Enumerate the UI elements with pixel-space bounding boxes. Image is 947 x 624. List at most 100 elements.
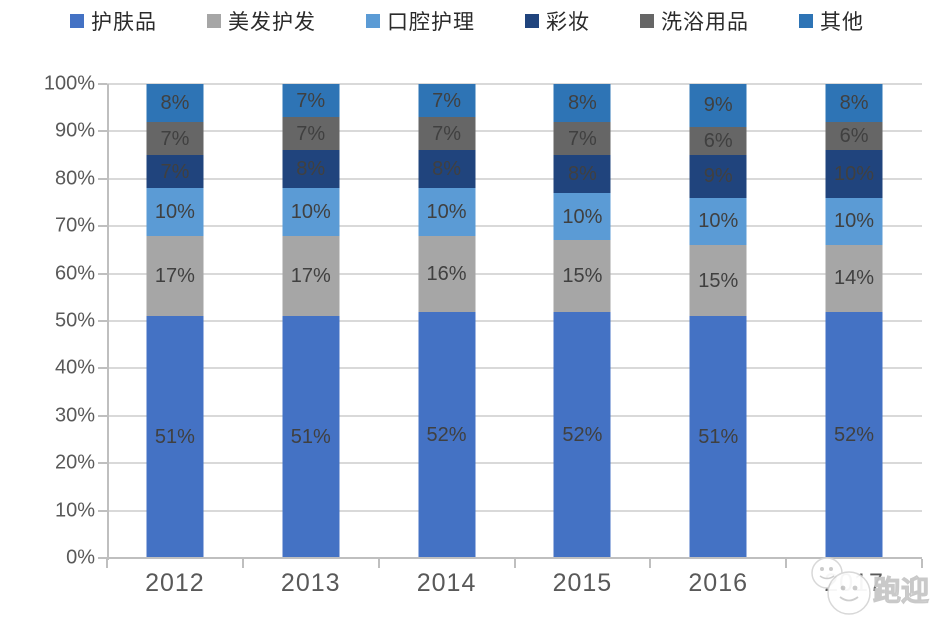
legend-label: 美发护发 [228,11,316,34]
legend-item: 护肤品 [70,6,157,36]
bar-segment: 17% [282,235,340,317]
y-tick-label: 40% [54,356,95,379]
bar-segment: 7% [146,155,204,189]
value-label: 10% [426,200,467,223]
value-label: 14% [834,267,875,290]
value-label: 51% [154,426,195,449]
y-tick-label: 70% [54,214,95,237]
legend-item: 其他 [799,6,864,36]
bar-segment: 8% [825,84,883,122]
value-label: 9% [703,94,733,117]
x-axis-label: 2015 [552,569,613,597]
value-label: 8% [839,91,869,114]
y-axis-tick [98,83,107,85]
category-column: 51% 17% 10% 7% 7% 8% [107,84,243,558]
bar-segment: 7% [418,117,476,151]
bar-segment: 52% [553,311,611,558]
value-label: 6% [703,129,733,152]
category-column: 52% 16% 10% 8% 7% 7% [379,84,515,558]
value-label: 8% [296,158,326,181]
bar-segment: 7% [282,84,340,118]
value-label: 7% [296,89,326,112]
y-tick-label: 50% [54,309,95,332]
x-axis-label: 2014 [416,569,477,597]
y-tick-label: 10% [54,499,95,522]
value-label: 7% [296,122,326,145]
bar-segment: 51% [689,316,747,558]
bar-segment: 9% [689,155,747,198]
category-column: 51% 15% 10% 9% 6% 9% [650,84,786,558]
bar-segment: 8% [553,84,611,122]
bar-segment: 7% [418,84,476,118]
value-label: 7% [432,122,462,145]
legend-swatch-icon [640,14,654,28]
gridline [107,177,922,180]
bar-segment: 8% [418,150,476,189]
chat-bubbles-icon: 跑迎 [811,557,930,615]
bar-segment: 7% [282,117,340,151]
gridline [107,509,922,512]
bar-segment: 17% [146,235,204,317]
category-column: 52% 14% 10% 10% 6% 8% [786,84,922,558]
value-label: 51% [698,426,739,449]
value-label: 10% [154,200,195,223]
gridline [107,130,922,133]
value-label: 52% [834,423,875,446]
gridline [107,272,922,275]
bar-segment: 10% [282,188,340,236]
value-label: 7% [567,127,597,150]
legend-label: 彩妆 [546,11,590,34]
legend-label: 口腔护理 [387,11,475,34]
value-label: 10% [834,210,875,233]
value-label: 7% [432,89,462,112]
bar-segment: 10% [146,188,204,236]
bar-segment: 10% [689,197,747,246]
value-label: 8% [432,158,462,181]
value-label: 10% [698,210,739,233]
value-label: 10% [562,205,603,228]
value-label: 10% [834,163,875,186]
y-axis-tick [98,367,107,370]
bar-segment: 7% [553,121,611,156]
bar-segment: 52% [825,311,883,558]
legend-label: 其他 [820,11,864,34]
plot-area: 51% 17% 10% 7% 7% 8% 51% 17% 10% 8% 7% 7% 52% 16% 10% 8… [107,83,922,558]
legend-swatch-icon [207,14,221,28]
y-axis-tick [98,177,107,180]
value-label: 8% [567,163,597,186]
stacked-bar: 52% 14% 10% 10% 6% 8% [825,84,883,558]
legend-label: 洗浴用品 [661,11,749,34]
value-label: 8% [160,91,190,114]
legend-item: 美发护发 [207,6,316,36]
legend-item: 洗浴用品 [640,6,749,36]
bar-segment: 8% [282,150,340,189]
value-label: 51% [290,426,331,449]
x-axis-tick [649,559,652,568]
gridline [107,367,922,370]
watermark-text: 跑迎 [873,575,929,606]
legend-swatch-icon [525,14,539,28]
y-axis-tick [98,509,107,512]
y-tick-label: 60% [54,262,95,285]
watermark-logo: 跑迎 [803,556,933,620]
value-label: 6% [839,125,869,148]
legend-label: 护肤品 [91,11,157,34]
stacked-bar: 52% 15% 10% 8% 7% 8% [553,84,611,558]
y-tick-label: 100% [43,72,95,95]
value-label: 15% [562,264,603,287]
bar-segment: 15% [689,245,747,317]
bar-segment: 52% [418,311,476,558]
value-label: 9% [703,165,733,188]
bar-segment: 8% [146,84,204,122]
bar-segment: 14% [825,245,883,312]
legend-item: 彩妆 [525,6,590,36]
bar-segment: 8% [553,155,611,194]
bar-segment: 10% [418,188,476,236]
value-label: 17% [154,264,195,287]
gridline [107,414,922,417]
gridline [107,83,922,85]
category-column: 52% 15% 10% 8% 7% 8% [514,84,650,558]
x-axis-tick [377,559,380,568]
x-axis-label: 2016 [688,569,749,597]
